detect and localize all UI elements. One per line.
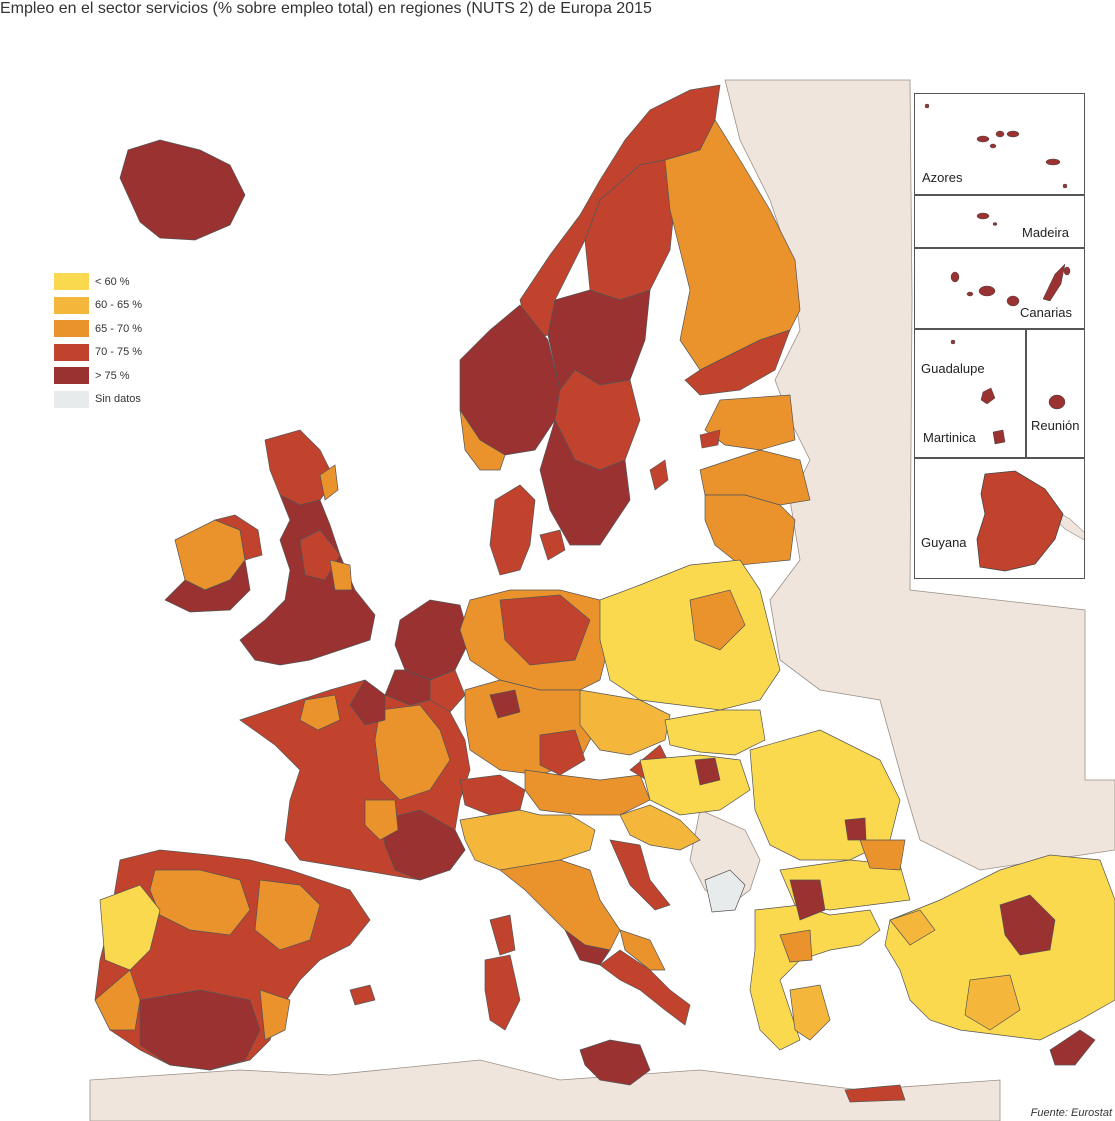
region-iberia xyxy=(94,849,376,1071)
map-title: Empleo en el sector servicios (% sobre e… xyxy=(0,0,652,17)
madeira-islands xyxy=(976,212,998,226)
region-no-data xyxy=(704,869,746,913)
region-germany xyxy=(459,589,611,776)
canarias-islands xyxy=(950,263,1071,307)
inset-reunion: Reunión xyxy=(1026,329,1085,458)
inset-guadalupe-martinica: Guadalupe Martinica xyxy=(914,329,1026,458)
legend-swatch xyxy=(54,367,89,385)
region-denmark xyxy=(489,484,566,576)
legend-label: Sin datos xyxy=(95,393,141,406)
legend-item: 70 - 75 % xyxy=(54,341,142,365)
region-romania-bulgaria xyxy=(749,729,911,911)
legend-item: 65 - 70 % xyxy=(54,317,142,341)
legend-item: < 60 % xyxy=(54,270,142,294)
inset-label-guyana: Guyana xyxy=(921,535,967,550)
inset-guyana: Guyana xyxy=(914,458,1085,579)
inset-label-canarias: Canarias xyxy=(1020,305,1073,320)
inset-azores: Azores xyxy=(914,93,1085,195)
region-uk-ireland xyxy=(164,429,376,666)
region-turkey xyxy=(884,854,1115,1041)
legend-item: Sin datos xyxy=(54,388,142,412)
region-greece xyxy=(749,879,1096,1103)
legend-swatch xyxy=(54,320,89,338)
legend-item: 60 - 65 % xyxy=(54,294,142,318)
non-eu-land xyxy=(89,79,1115,1121)
legend: < 60 % 60 - 65 % 65 - 70 % 70 - 75 % > 7… xyxy=(54,270,142,411)
region-baltics xyxy=(699,394,811,566)
source-note: Fuente: Eurostat xyxy=(1030,1107,1112,1119)
legend-label: > 75 % xyxy=(95,369,130,382)
inset-madeira: Madeira xyxy=(914,195,1085,248)
inset-label-madeira: Madeira xyxy=(1022,225,1069,240)
region-islands xyxy=(649,429,721,491)
legend-swatch xyxy=(54,390,89,408)
inset-label-reunion: Reunión xyxy=(1031,418,1080,433)
legend-swatch xyxy=(54,273,89,291)
region-sweden xyxy=(539,159,676,546)
legend-label: 60 - 65 % xyxy=(95,299,143,312)
legend-swatch xyxy=(54,343,89,361)
region-benelux xyxy=(384,599,471,713)
region-italy xyxy=(459,809,691,1086)
reunion-island xyxy=(1048,394,1066,410)
region-france xyxy=(239,679,471,881)
caribbean-islands xyxy=(950,339,1006,445)
region-finland xyxy=(664,119,801,396)
inset-label-martinica: Martinica xyxy=(923,430,976,445)
legend-label: 65 - 70 % xyxy=(95,322,143,335)
region-norway xyxy=(459,84,721,471)
legend-label: 70 - 75 % xyxy=(95,346,143,359)
legend-item: > 75 % xyxy=(54,364,142,388)
guyana-territory xyxy=(976,470,1084,572)
inset-label-azores: Azores xyxy=(922,170,963,185)
inset-label-guadalupe: Guadalupe xyxy=(921,361,985,376)
region-iceland xyxy=(119,139,246,241)
azores-islands xyxy=(924,103,1068,189)
legend-label: < 60 % xyxy=(95,275,130,288)
inset-canarias: Canarias xyxy=(914,248,1085,329)
legend-swatch xyxy=(54,296,89,314)
region-central-east xyxy=(579,559,781,911)
